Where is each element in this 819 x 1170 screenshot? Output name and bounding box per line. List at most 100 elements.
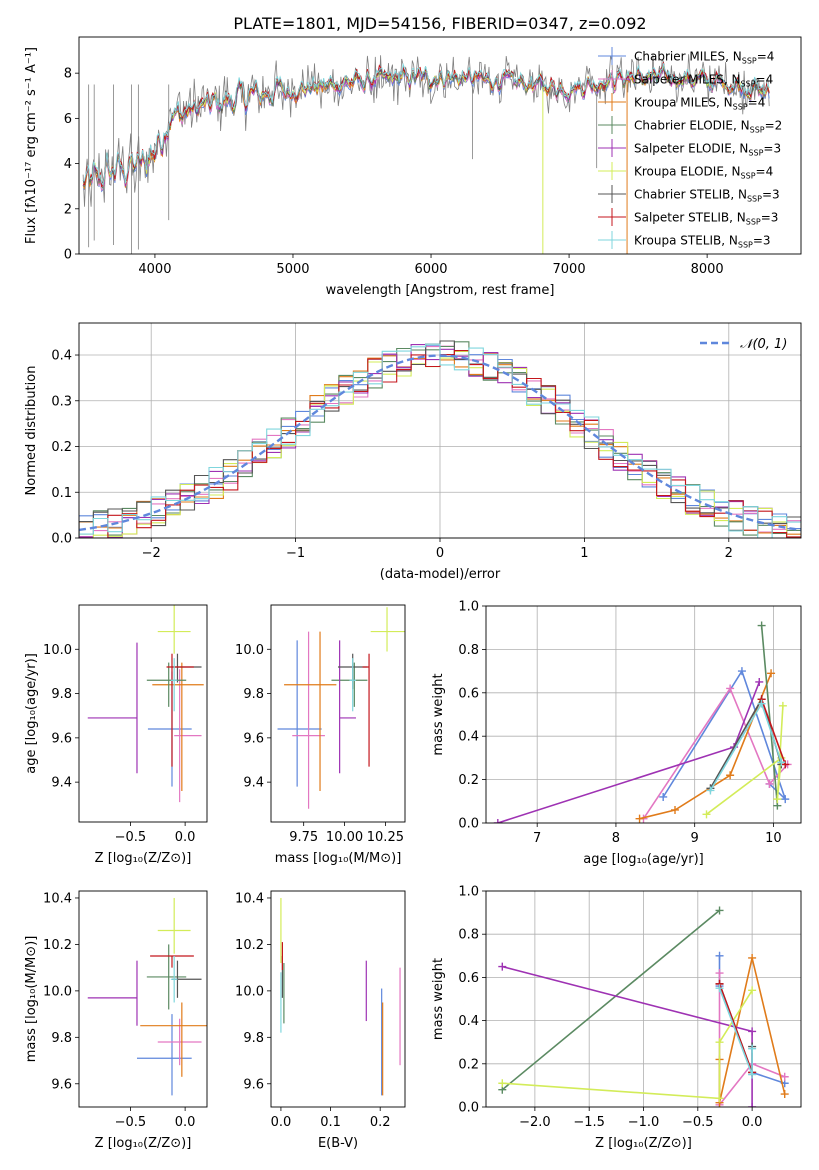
point-marker bbox=[780, 1090, 789, 1099]
errorbar-point bbox=[370, 607, 405, 652]
y-tick-label: 4 bbox=[64, 157, 72, 172]
y-tick-label: 10.2 bbox=[235, 938, 264, 953]
histogram-kroupa_stelib bbox=[79, 343, 801, 538]
y-axis-label: age [log₁₀(age/yr)] bbox=[24, 653, 39, 774]
y-axis-label: mass [log₁₀(M/M⊙)] bbox=[24, 936, 39, 1063]
point-marker bbox=[498, 962, 507, 971]
legend-label-text: Chabrier MILES, N bbox=[634, 50, 742, 64]
y-tick-label: 9.6 bbox=[51, 1077, 72, 1092]
legend-label-sub: SSP bbox=[747, 195, 762, 204]
errorbar-point bbox=[284, 631, 337, 791]
point-marker bbox=[767, 669, 776, 678]
legend-label-eq: =3 bbox=[763, 142, 781, 156]
point-marker bbox=[748, 953, 757, 962]
axes: 0.0 0.1 0.2 9.6 9.8 10.0 10.2 10.4 E(B-V) bbox=[235, 890, 406, 1151]
x-axis-label: Z [log₁₀(Z/Z⊙)] bbox=[95, 851, 192, 866]
y-tick-label: 9.8 bbox=[243, 1031, 264, 1046]
y-tick-label: 9.8 bbox=[243, 687, 264, 702]
x-tick-label: −2.0 bbox=[519, 1115, 551, 1130]
legend-label-sub: SSP bbox=[741, 172, 756, 181]
y-tick-label: 10.2 bbox=[43, 938, 72, 953]
series-line bbox=[639, 673, 772, 820]
point-marker bbox=[748, 1044, 757, 1053]
legend-label: Salpeter MILES, NSSP=4 bbox=[634, 73, 773, 89]
point-marker bbox=[493, 819, 502, 823]
point-marker bbox=[773, 795, 782, 804]
plot-data bbox=[498, 906, 789, 1107]
point-marker bbox=[777, 758, 786, 767]
legend-label-eq: =3 bbox=[753, 234, 771, 248]
errorbar-point bbox=[136, 1014, 192, 1096]
errorbar-point bbox=[157, 605, 191, 654]
errorbar-point bbox=[140, 1002, 207, 1077]
point-marker bbox=[706, 786, 715, 795]
x-tick-label: 0.0 bbox=[742, 1115, 763, 1130]
errorbar-point bbox=[170, 658, 178, 712]
legend-label-sub: SSP bbox=[750, 126, 765, 135]
point-marker bbox=[498, 1079, 507, 1088]
axes-frame bbox=[78, 322, 802, 539]
y-tick-label: 10.0 bbox=[235, 984, 264, 999]
x-tick-label: −1.0 bbox=[628, 1115, 660, 1130]
errorbar-point bbox=[362, 653, 370, 767]
x-tick-label: −0.5 bbox=[115, 1115, 147, 1130]
legend-label: 𝒩(0, 1) bbox=[740, 337, 787, 352]
y-tick-label: 2 bbox=[64, 202, 72, 217]
x-tick-label: 6000 bbox=[414, 262, 447, 277]
y-axis-label: mass weight bbox=[431, 958, 446, 1040]
x-tick-label: −0.5 bbox=[682, 1115, 714, 1130]
plot-data bbox=[277, 607, 405, 809]
point-marker bbox=[659, 792, 668, 801]
errorbar-point bbox=[152, 662, 204, 791]
y-tick-label: 10.0 bbox=[43, 643, 72, 658]
point-marker bbox=[757, 621, 766, 630]
y-tick-label: 0.1 bbox=[51, 486, 72, 501]
point-marker bbox=[715, 969, 724, 978]
y-axis-label: mass weight bbox=[431, 673, 446, 755]
point-marker bbox=[715, 1094, 724, 1103]
x-tick-label: −2 bbox=[142, 546, 161, 561]
series-line bbox=[502, 989, 753, 1100]
point-marker bbox=[780, 1072, 789, 1081]
plot-data bbox=[493, 621, 792, 823]
errorbar-point bbox=[174, 669, 202, 803]
y-tick-label: 6 bbox=[64, 112, 72, 127]
axes-frame bbox=[270, 604, 406, 823]
y-tick-label: 1.0 bbox=[458, 885, 479, 900]
y-tick-label: 9.4 bbox=[243, 776, 264, 791]
y-tick-label: 9.4 bbox=[51, 776, 72, 791]
x-axis-label: E(B-V) bbox=[318, 1136, 358, 1151]
y-tick-label: 10.0 bbox=[43, 984, 72, 999]
legend-label: Salpeter STELIB, NSSP=3 bbox=[634, 211, 778, 227]
y-tick-label: 0 bbox=[64, 248, 72, 263]
x-tick-label: −1.5 bbox=[573, 1115, 605, 1130]
axes-frame bbox=[78, 604, 208, 823]
x-axis-label: Z [log₁₀(Z/Z⊙)] bbox=[95, 1136, 192, 1151]
x-axis-label: mass [log₁₀(M/M⊙)] bbox=[275, 851, 402, 866]
legend-label: Chabrier STELIB, NSSP=3 bbox=[634, 188, 780, 204]
panel-weight_vs_age: 7 8 9 10 0.0 0.2 0.4 0.6 0.8 1.0 age [log₁₀(age/yr… bbox=[431, 600, 802, 867]
errorbar-point bbox=[87, 960, 138, 1026]
point-marker bbox=[755, 677, 764, 686]
y-tick-label: 0.6 bbox=[458, 971, 479, 986]
point-marker bbox=[748, 1103, 757, 1107]
legend-label: Kroupa ELODIE, NSSP=4 bbox=[634, 165, 773, 181]
x-tick-label: 0 bbox=[436, 546, 444, 561]
legend-label-eq: =3 bbox=[761, 211, 779, 225]
panel-mass_vs_Z: −0.5 0.0 9.6 9.8 10.0 10.2 10.4 Z [log₁₀(Z/Z⊙)]… bbox=[24, 890, 208, 1151]
legend-label-text: Salpeter STELIB, N bbox=[634, 211, 746, 225]
plot-data bbox=[82, 54, 770, 254]
axes-frame bbox=[78, 36, 802, 255]
errorbar-point bbox=[157, 897, 191, 954]
legend-label: Chabrier MILES, NSSP=4 bbox=[634, 50, 774, 66]
axes: −0.5 0.0 9.6 9.8 10.0 10.2 10.4 Z [log₁₀(Z/Z⊙)]… bbox=[24, 890, 208, 1151]
legend-label: Kroupa MILES, NSSP=4 bbox=[634, 96, 765, 112]
legend-label-eq: =4 bbox=[748, 96, 766, 110]
legend-label-sub: SSP bbox=[741, 80, 756, 89]
y-tick-label: 0.8 bbox=[458, 643, 479, 658]
y-tick-label: 9.6 bbox=[243, 1077, 264, 1092]
x-axis-label: (data-model)/error bbox=[380, 567, 501, 582]
point-marker bbox=[748, 986, 757, 995]
point-marker bbox=[671, 805, 679, 814]
